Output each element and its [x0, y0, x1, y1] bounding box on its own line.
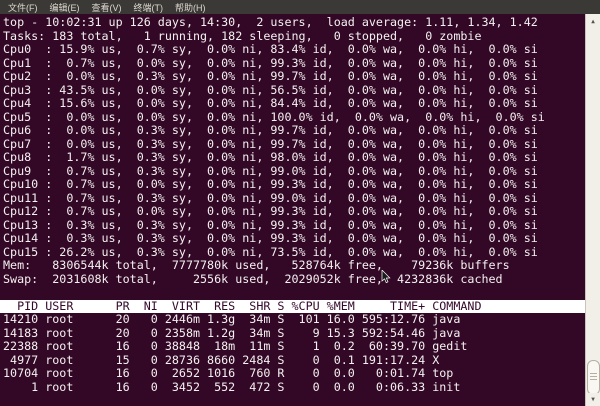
process-row: 4977 root 15 0 28736 8660 2484 S 0 0.1 1…	[3, 352, 482, 367]
scrollbar-grip-icon	[590, 376, 597, 377]
cpu-line: Cpu0 : 15.9% us, 0.7% sy, 0.0% ni, 83.4%…	[3, 42, 538, 56]
tasks-line: Tasks: 183 total, 1 running, 182 sleepin…	[3, 28, 482, 43]
cpu-line: Cpu5 : 0.0% us, 0.0% sy, 0.0% ni, 100.0%…	[3, 109, 545, 124]
scroll-up-icon: ▲	[591, 17, 595, 25]
process-row: 14210 root 20 0 2446m 1.3g 34m S 101 16.…	[3, 312, 482, 326]
menu-view[interactable]: 查看(V)	[91, 2, 122, 13]
menu-terminal[interactable]: 终端(T)	[133, 2, 164, 13]
blank-line	[0, 286, 600, 300]
cpu-line: Cpu14 : 0.3% us, 0.3% sy, 0.0% ni, 99.3%…	[3, 231, 538, 245]
cpu-line: Cpu1 : 0.7% us, 0.0% sy, 0.0% ni, 99.3% …	[3, 55, 538, 70]
cpu-line: Cpu7 : 0.0% us, 0.3% sy, 0.0% ni, 99.7% …	[3, 136, 538, 151]
menu-bar: 文件(F) 编辑(E) 查看(V) 终端(T) 帮助(H)	[0, 0, 600, 14]
scroll-down-icon: ▼	[591, 395, 595, 403]
process-row: 10704 root 16 0 2652 1016 760 R 0 0.0 0:…	[3, 366, 482, 380]
cpu-line: Cpu15 : 26.2% us, 0.3% sy, 0.0% ni, 73.5…	[3, 244, 538, 259]
cpu-line: Cpu3 : 43.5% us, 0.0% sy, 0.0% ni, 56.5%…	[3, 82, 538, 97]
cpu-line: Cpu12 : 0.7% us, 0.0% sy, 0.0% ni, 99.3%…	[3, 204, 538, 218]
scroll-down-button[interactable]: ▼	[586, 393, 600, 406]
menu-file[interactable]: 文件(F)	[8, 2, 38, 13]
cpu-line: Cpu10 : 0.7% us, 0.0% sy, 0.0% ni, 99.3%…	[3, 177, 538, 191]
mem-line: Mem: 8306544k total, 7777780k used, 5287…	[3, 258, 510, 272]
process-table-header: PID USER PR NI VIRT RES SHR S %CPU %MEM …	[0, 299, 585, 313]
cpu-line: Cpu2 : 0.0% us, 0.3% sy, 0.0% ni, 99.7% …	[3, 69, 538, 83]
cpu-line: Cpu13 : 0.3% us, 0.3% sy, 0.0% ni, 99.3%…	[3, 217, 538, 232]
terminal-screen[interactable]: top - 10:02:31 up 126 days, 14:30, 2 use…	[0, 14, 600, 406]
terminal-output: top - 10:02:31 up 126 days, 14:30, 2 use…	[0, 15, 600, 394]
scrollbar-thumb[interactable]	[587, 360, 600, 395]
scroll-up-button[interactable]: ▲	[586, 15, 600, 28]
swap-line: Swap: 2031608k total, 2556k used, 202905…	[3, 271, 503, 286]
menu-help[interactable]: 帮助(H)	[175, 2, 206, 13]
cpu-line: Cpu11 : 0.7% us, 0.3% sy, 0.0% ni, 99.0%…	[3, 190, 538, 205]
menu-edit[interactable]: 编辑(E)	[49, 2, 80, 13]
process-row: 14183 root 20 0 2358m 1.2g 34m S 9 15.3 …	[3, 325, 482, 340]
top-summary-line: top - 10:02:31 up 126 days, 14:30, 2 use…	[3, 15, 538, 29]
cpu-line: Cpu8 : 1.7% us, 0.3% sy, 0.0% ni, 98.0% …	[3, 150, 538, 164]
process-row: 1 root 16 0 3452 552 472 S 0 0.0 0:06.33…	[3, 379, 482, 394]
cpu-line: Cpu6 : 0.0% us, 0.3% sy, 0.0% ni, 99.7% …	[3, 123, 538, 137]
process-row: 22388 root 16 0 38848 18m 11m S 1 0.2 60…	[3, 339, 482, 353]
cpu-line: Cpu4 : 15.6% us, 0.0% sy, 0.0% ni, 84.4%…	[3, 96, 538, 110]
mouse-cursor	[381, 270, 391, 284]
cpu-line: Cpu9 : 0.7% us, 0.3% sy, 0.0% ni, 99.0% …	[3, 163, 538, 178]
scrollbar[interactable]: ▲ ▼	[585, 14, 600, 406]
